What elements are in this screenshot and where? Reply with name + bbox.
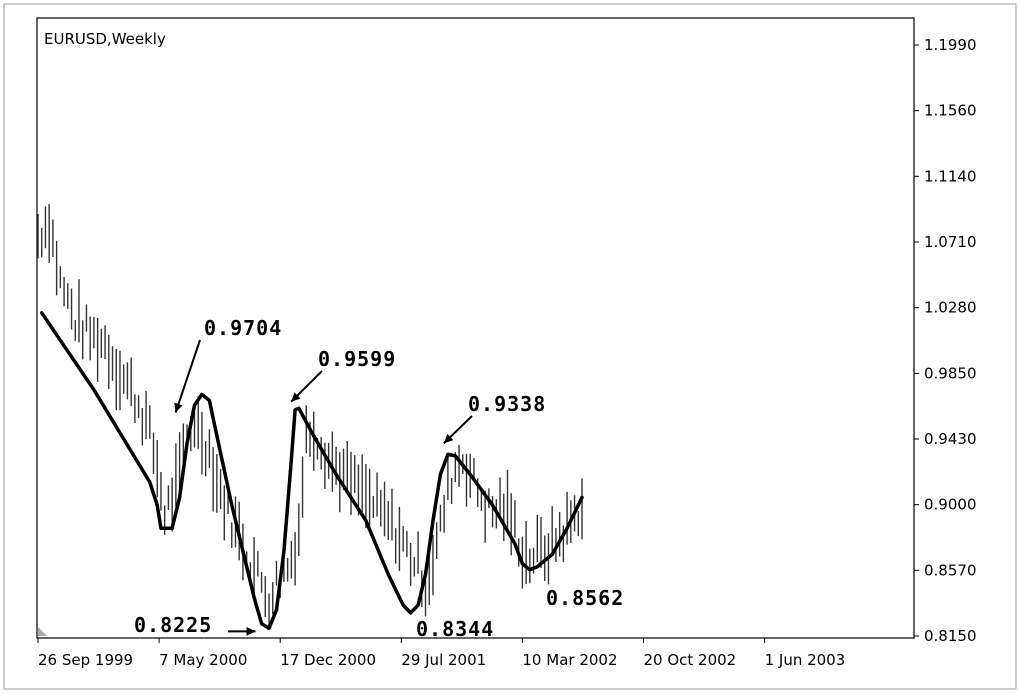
y-axis: 1.1990 1.1560 1.1140 1.0710 1.0280 0.9850 0.94… [914,36,977,645]
annotations: 0.9704 0.9599 0.9338 0.8225 0.8344 0.8562 [134,316,624,641]
y-tick-label: 1.0280 [924,299,977,317]
annotation-label: 0.8225 [134,613,212,637]
x-tick-label: 10 Mar 2002 [522,651,617,669]
y-tick-label: 0.8570 [924,561,977,579]
y-tick-label: 0.9430 [924,430,977,448]
x-tick-label: 1 Jun 2003 [765,651,846,669]
x-axis: 26 Sep 1999 7 May 2000 17 Dec 2000 29 Jul 2… [37,638,846,669]
annotation-arrowhead [174,402,183,413]
x-tick-label: 20 Oct 2002 [643,651,736,669]
annotation-label: 0.9704 [204,316,282,340]
annotation-label: 0.9599 [318,347,396,371]
annotation-arrow [174,339,201,413]
corner-marker [38,627,47,636]
y-tick-label: 0.9850 [924,364,977,382]
trend-line [39,311,584,631]
annotation-arrowhead [246,627,256,636]
y-tick-label: 1.1140 [924,167,977,185]
annotation-arrowhead [443,433,454,444]
annotation-arrowhead [291,392,301,402]
annotation-label: 0.8562 [546,586,624,610]
y-tick-label: 1.1560 [924,102,977,120]
y-tick-label: 0.9000 [924,496,977,514]
y-tick-label: 0.8150 [924,627,977,645]
x-tick-label: 26 Sep 1999 [38,651,133,669]
annotation-label: 0.9338 [468,392,546,416]
y-tick-label: 1.0710 [924,233,977,251]
x-tick-label: 17 Dec 2000 [280,651,376,669]
chart-title: EURUSD,Weekly [44,30,166,48]
y-tick-label: 1.1990 [924,36,977,54]
x-tick-label: 7 May 2000 [159,651,247,669]
plot-area [36,17,915,639]
x-tick-label: 29 Jul 2001 [401,651,486,669]
annotation-label: 0.8344 [416,617,494,641]
